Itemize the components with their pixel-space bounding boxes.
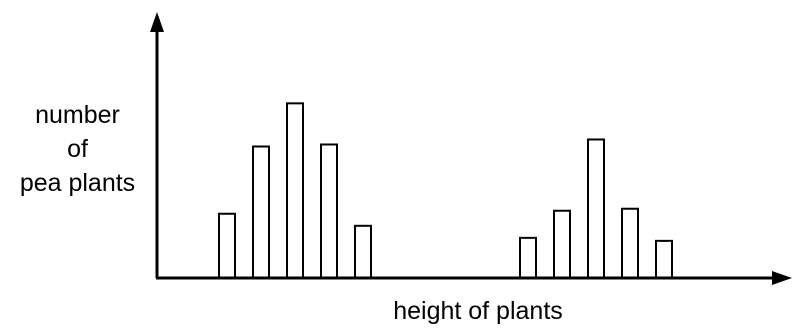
y-axis-label-line-3: pea plants (19, 169, 136, 197)
bar-left-1 (218, 212, 236, 279)
bar-left-5 (354, 224, 372, 279)
y-axis-label: number of pea plants (0, 98, 155, 200)
y-axis-label-line-1: number (35, 101, 120, 129)
axes-group (150, 12, 792, 285)
bars-group (218, 102, 673, 280)
bar-right-2 (553, 209, 571, 280)
y-axis-label-line-2: of (67, 135, 88, 163)
bar-right-3 (587, 138, 605, 279)
x-axis-label: height of plants (393, 297, 563, 325)
bar-left-4 (320, 143, 338, 279)
bar-right-4 (621, 207, 639, 279)
bar-left-3 (286, 102, 304, 279)
x-axis-arrow-icon (772, 271, 792, 285)
bar-left-2 (252, 145, 270, 279)
bar-right-5 (655, 239, 673, 280)
y-axis-arrow-icon (150, 12, 164, 32)
bar-right-1 (519, 236, 537, 280)
